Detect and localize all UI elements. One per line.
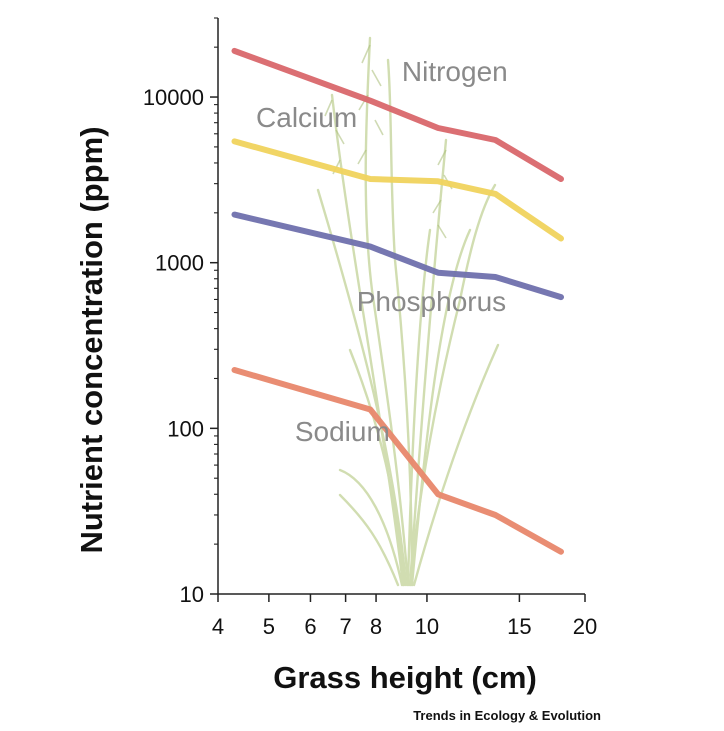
series-line-sodium: [231, 367, 564, 555]
series-label-phosphorus: Phosphorus: [357, 286, 506, 317]
y-ticks: 10 100 1000 10000: [143, 17, 218, 607]
series-lines: [231, 47, 564, 555]
series-line-calcium: [231, 138, 564, 242]
x-tick-label: 15: [507, 614, 531, 639]
series-line-nitrogen: [231, 47, 564, 182]
x-tick-label: 20: [573, 614, 597, 639]
x-tick-label: 5: [263, 614, 275, 639]
x-tick-label: 6: [304, 614, 316, 639]
x-tick-label: 7: [339, 614, 351, 639]
series-line-phosphorus: [231, 211, 564, 301]
series-label-nitrogen: Nitrogen: [402, 56, 508, 87]
x-tick-label: 10: [415, 614, 439, 639]
journal-credit: Trends in Ecology & Evolution: [413, 708, 601, 723]
x-tick-label: 4: [212, 614, 224, 639]
series-label-calcium: Calcium: [256, 102, 357, 133]
x-axis-title: Grass height (cm): [273, 660, 537, 695]
series-labels: Nitrogen Calcium Phosphorus Sodium: [256, 56, 508, 447]
y-tick-label: 1000: [155, 251, 204, 276]
axes: [217, 18, 585, 595]
y-tick-label: 10000: [143, 85, 204, 110]
y-tick-label: 10: [180, 582, 204, 607]
y-tick-label: 100: [167, 416, 204, 441]
grass-illustration-icon: [316, 36, 500, 587]
series-label-sodium: Sodium: [295, 416, 390, 447]
x-tick-label: 8: [370, 614, 382, 639]
x-ticks: 4 5 6 7 8 10 15 20: [212, 594, 597, 639]
y-axis-title: Nutrient concentration (ppm): [74, 126, 109, 553]
